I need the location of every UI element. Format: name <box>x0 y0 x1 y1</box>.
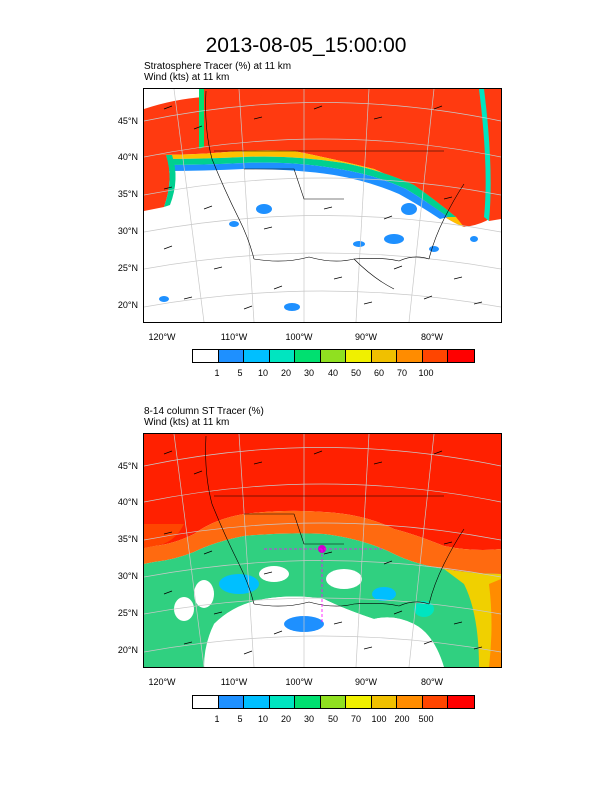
panel2-cbar-label: 500 <box>418 714 434 724</box>
panel2-title-line2: Wind (kts) at 11 km <box>144 417 230 428</box>
lon-label-120: 120°W <box>148 677 176 687</box>
lat-label-45: 45°N <box>117 461 138 471</box>
lat-label-40: 40°N <box>117 497 138 507</box>
panel2-cbar-label: 100 <box>371 714 387 724</box>
panel2-title-line1: 8-14 column ST Tracer (%) <box>144 406 264 417</box>
lon-label-110: 110°W <box>220 677 248 687</box>
panel2-cbar-label: 20 <box>280 714 291 724</box>
panel1-cbar-label: 60 <box>373 368 384 378</box>
panel1-colorbar <box>192 349 475 363</box>
panel1-cbar-label: 20 <box>280 368 291 378</box>
lat-label-25: 25°N <box>117 263 138 273</box>
panel1-title-line1: Stratosphere Tracer (%) at 11 km <box>144 61 292 72</box>
panel2-cbar-label: 10 <box>257 714 268 724</box>
panel1-cbar-label: 1 <box>214 368 220 378</box>
lat-label-30: 30°N <box>117 226 138 236</box>
lon-label-100: 100°W <box>285 677 313 687</box>
lon-label-90: 90°W <box>354 332 378 342</box>
panel1-cbar-label: 5 <box>237 368 243 378</box>
lon-label-90: 90°W <box>354 677 378 687</box>
lon-label-110: 110°W <box>220 332 248 342</box>
panel1-cbar-label: 70 <box>396 368 407 378</box>
lon-label-100: 100°W <box>285 332 313 342</box>
panel1-map <box>143 88 502 323</box>
lat-label-30: 30°N <box>117 571 138 581</box>
panel1-cbar-label: 50 <box>350 368 361 378</box>
panel2-cbar-label: 70 <box>350 714 361 724</box>
panel2-cbar-label: 30 <box>303 714 314 724</box>
panel2-colorbar <box>192 695 475 709</box>
panel2-cbar-label: 5 <box>237 714 243 724</box>
lat-label-35: 35°N <box>117 534 138 544</box>
lat-label-45: 45°N <box>117 116 138 126</box>
lat-label-40: 40°N <box>117 152 138 162</box>
lat-label-35: 35°N <box>117 189 138 199</box>
panel1-cbar-label: 10 <box>257 368 268 378</box>
lon-label-120: 120°W <box>148 332 176 342</box>
lat-label-25: 25°N <box>117 608 138 618</box>
lon-label-80: 80°W <box>420 332 444 342</box>
panel1-cbar-label: 100 <box>418 368 434 378</box>
panel2-cbar-label: 1 <box>214 714 220 724</box>
lat-label-20: 20°N <box>117 645 138 655</box>
panel2-cbar-label: 50 <box>327 714 338 724</box>
lon-label-80: 80°W <box>420 677 444 687</box>
panel2-cbar-label: 200 <box>394 714 410 724</box>
panel1-cbar-label: 40 <box>327 368 338 378</box>
lat-label-20: 20°N <box>117 300 138 310</box>
panel1-cbar-label: 30 <box>303 368 314 378</box>
panel1-title-line2: Wind (kts) at 11 km <box>144 72 230 83</box>
main-title: 2013-08-05_15:00:00 <box>205 34 407 57</box>
panel2-map <box>143 433 502 668</box>
